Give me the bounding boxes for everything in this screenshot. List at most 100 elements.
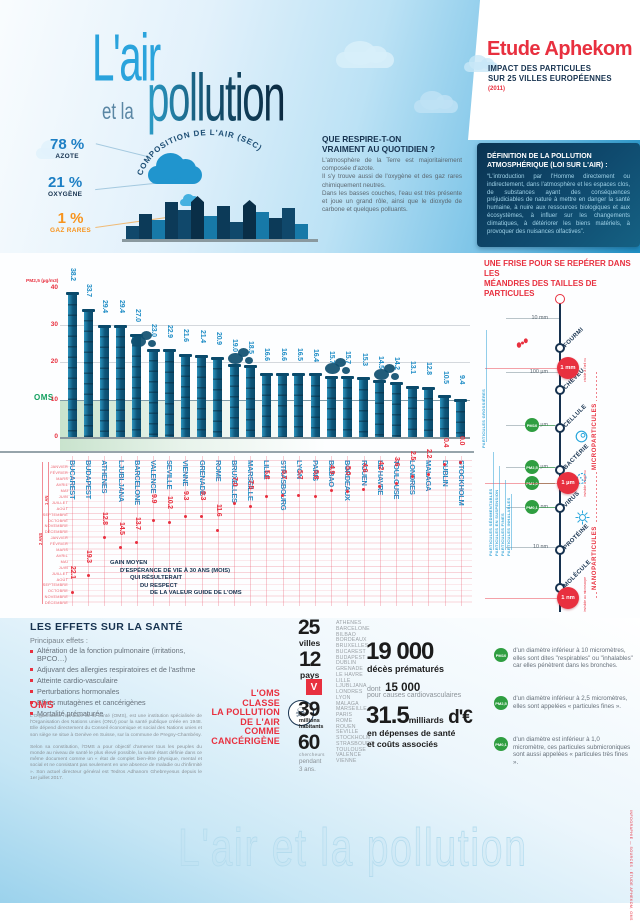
deces-value: 19 000 (366, 638, 434, 665)
scatter-horizontal-grid (66, 460, 472, 606)
oms-paragraph: Selon sa constitution, l'OMS a pour obje… (30, 744, 202, 781)
building (230, 222, 243, 240)
city-list-item: MARSEILLE (336, 706, 367, 713)
respire-heading: QUE RESPIRE-T-ON VRAIMENT AU QUOTIDIEN ? (322, 134, 435, 154)
skull-icon: ☠ (288, 700, 314, 726)
building (282, 208, 295, 240)
health-bullet-row: Perturbations hormonales (30, 687, 215, 696)
bullet-icon (30, 649, 33, 653)
credits-vertical: INFOGRAPHIE — SOURCES : ÉTUDE APHEKOM, O… (629, 810, 633, 921)
composition-oxygene: 21 % OXYGÈNE (48, 174, 82, 198)
study-year: (2011) (488, 86, 506, 92)
oms-paragraphs: L'Organisation mondiale de la santé (OMS… (30, 714, 202, 788)
city-list-item: ATHENES (336, 620, 362, 626)
bar-chart-y-axis-label: PM2,5 (µg/m3) (26, 279, 59, 284)
chercheurs-label3: 3 ans. (299, 766, 316, 773)
cloud-decor-icon (464, 55, 498, 72)
building (152, 220, 165, 240)
habitants-value: 39 (298, 698, 320, 721)
bottom-gradient-panel (0, 618, 640, 903)
health-intro: Principaux effets : (30, 636, 88, 645)
frise-heading: UNE FRISE POUR SE REPÉRER DANS LES MÉAND… (484, 259, 636, 299)
building (165, 202, 178, 240)
annotation-line: QUI RÉSULTERAIT (130, 575, 183, 582)
building (178, 210, 191, 240)
city-list-item: BRUXELLES (336, 643, 369, 649)
dont-value: 15 000 (385, 682, 421, 694)
city-list-item: BUDAPEST (336, 654, 366, 661)
bullet-text: Adjuvant des allergies respiratoires et … (37, 664, 196, 674)
pays-label: pays (300, 670, 320, 680)
city-list-item: BUCAREST (336, 648, 366, 655)
habitants-label1: millions (299, 718, 320, 724)
respire-body: L'atmosphère de la Terre est majoritaire… (322, 157, 462, 214)
azote-value: 78 % (50, 136, 85, 153)
city-list-item: PARIS (336, 712, 353, 718)
skyline-base-line (122, 239, 318, 242)
health-bullets: Altération de la fonction pulmonaire (ir… (30, 647, 215, 721)
city-list-item: LE HAVRE (336, 671, 363, 678)
oms-green-zone (60, 400, 470, 452)
classification-line: CLASSE (242, 697, 280, 708)
health-heading: LES EFFETS SUR LA SANTÉ (30, 621, 183, 633)
city-list-item: BILBAO (336, 631, 356, 638)
azote-label: AZOTE (55, 153, 79, 160)
city-list-item: BARCELONE (336, 625, 370, 632)
annotation-line: D'ESPÉRANCE DE VIE À 30 ANS (MOIS) (120, 567, 231, 574)
classification-line: CANCÉRIGÈNE (211, 735, 280, 746)
health-bullet-row: Effets mutagènes et cancérigènes (30, 697, 215, 707)
villes-label: villes (299, 638, 321, 648)
city-list-item: LJUBLJANA (336, 683, 367, 690)
city-list-item: SEVILLE (336, 729, 359, 736)
classification-line: COMME (244, 726, 280, 737)
deces-label: décès prématurés (367, 664, 445, 674)
health-bullet-row: Altération de la fonction pulmonaire (ir… (30, 647, 215, 663)
annotation-line: GAIN MOYEN (110, 560, 148, 566)
building (269, 218, 282, 240)
bullet-icon (30, 690, 33, 694)
bullet-text: Effets mutagènes et cancérigènes (37, 697, 146, 707)
building (256, 212, 269, 240)
building (126, 226, 139, 240)
building (204, 216, 217, 240)
oxygene-label: OXYGÈNE (48, 191, 83, 198)
cost-label1: en dépenses de santé (367, 728, 456, 738)
respire-heading-line2: VRAIMENT AU QUOTIDIEN ? (322, 144, 436, 154)
study-title: Etude Aphekom (487, 38, 633, 60)
dont-label: pour causes cardiovasculaires (367, 692, 462, 699)
bullet-icon (30, 668, 33, 672)
building (243, 200, 256, 240)
definition-box: DÉFINITION DE LA POLLUTION ATMOSPHÉRIQUE… (477, 143, 640, 247)
frise-heading-line1: UNE FRISE POUR SE REPÉRER DANS LES (484, 259, 631, 278)
annotation-line: DU RESPECT (140, 582, 178, 589)
classification-line: L'OMS (250, 688, 280, 698)
oxygene-value: 21 % (48, 174, 83, 191)
city-list-item: STOCKHOLM (336, 735, 371, 741)
cloud-decor-icon (336, 40, 394, 68)
city-list-item: LILLE (336, 677, 351, 684)
building (217, 206, 230, 240)
building (139, 214, 152, 240)
respire-paragraph: Il s'y trouve aussi de l'oxygène et des … (322, 173, 462, 189)
city-list-item: VALENCE (336, 752, 362, 759)
habitants-label2: habitants (299, 724, 324, 730)
study-subtitle-line1: IMPACT DES PARTICULES (488, 64, 592, 73)
cloud-decor-icon (36, 140, 72, 159)
cost-unit1: milliards (408, 715, 444, 725)
frise-axis-line (559, 300, 561, 612)
city-list-item: VIENNE (336, 758, 357, 764)
cost-unit2: d'€ (448, 707, 473, 728)
page-title-air: L'air (92, 19, 161, 95)
city-list-item: ROME (336, 717, 353, 724)
city-list-item: DUBLIN (336, 660, 357, 667)
frise-top-circle-icon (555, 294, 565, 304)
city-list-item: TOULOUSE (336, 746, 367, 753)
dont-word: dont (367, 686, 381, 693)
respire-heading-line1: QUE RESPIRE-T-ON (322, 134, 402, 144)
gaz-rares-label: GAZ RARES (50, 227, 91, 234)
study-city-list: ATHENES BARCELONE BILBAO BORDEAUX BRUXELLES B… (336, 620, 396, 765)
respire-paragraph: L'atmosphère de la Terre est majoritaire… (322, 157, 462, 173)
composition-curved-label: COMPOSITION DE L'AIR (SEC) (135, 128, 263, 177)
cost-value: 31.5 (366, 702, 410, 729)
chercheurs-label1: chercheurs (299, 752, 325, 757)
